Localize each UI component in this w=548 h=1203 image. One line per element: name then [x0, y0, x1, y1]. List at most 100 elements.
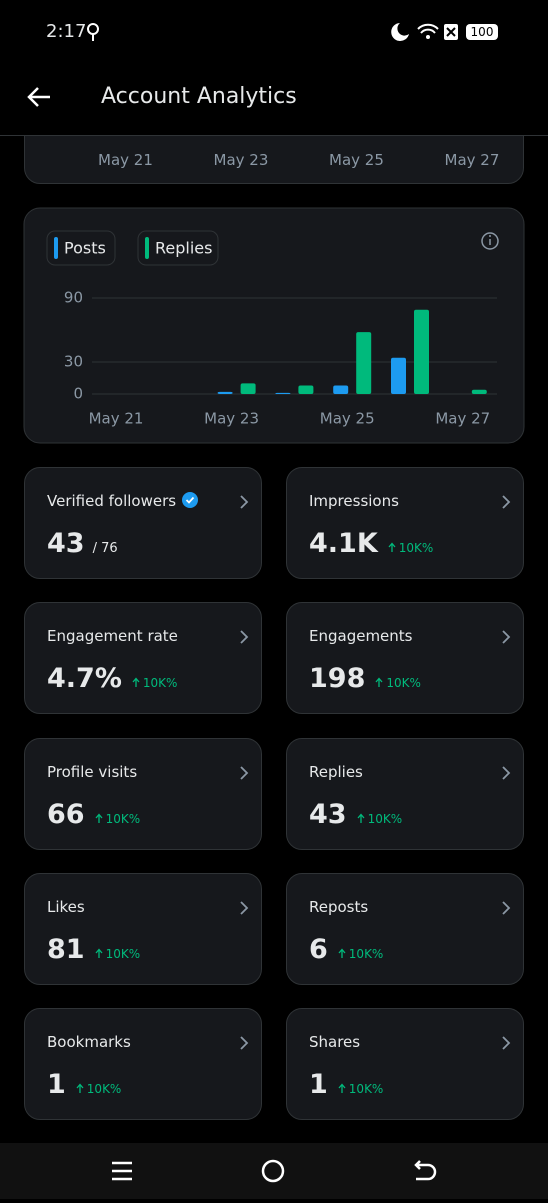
badge-circle: [182, 492, 199, 508]
back-button[interactable]: [26, 85, 54, 109]
metric-card[interactable]: Replies 43 10K%: [286, 737, 524, 850]
chevron-path: [502, 1036, 511, 1050]
metric-card[interactable]: Verified followers 43 / 76: [24, 467, 262, 579]
metric-value: 1 10K%: [309, 1069, 383, 1100]
metric-change: 10K%: [375, 676, 421, 690]
metric-card[interactable]: Engagements 198 10K%: [286, 602, 524, 715]
bar: [240, 383, 256, 394]
metric-card[interactable]: Reposts 6 10K%: [286, 872, 524, 985]
up-arrow: [95, 948, 103, 958]
status-icon: [87, 23, 99, 41]
up-arrow: [132, 677, 140, 688]
metric-change: 10K%: [95, 811, 141, 826]
legend-label: Replies: [155, 239, 212, 258]
metric-card[interactable]: Likes 81 10K%: [24, 872, 262, 985]
bar: [298, 385, 314, 394]
metric-label: Replies: [309, 763, 363, 781]
metric-change: 10K%: [357, 811, 403, 826]
chevron: [502, 495, 511, 509]
up-arrow-path: [388, 542, 396, 552]
chevron: [240, 1036, 249, 1050]
metric-value: 66 10K%: [47, 799, 140, 830]
battery: 100: [466, 24, 498, 40]
up-arrow-path: [95, 948, 103, 958]
bar: [414, 309, 429, 394]
metric-value-text: 43: [47, 528, 85, 559]
metric-label: Likes: [47, 898, 85, 916]
metric-change-text: 10K%: [105, 811, 141, 826]
metric-change: 10K%: [132, 676, 178, 691]
up-arrow: [338, 1083, 346, 1094]
metric-label-text: Reposts: [309, 897, 369, 916]
info-icon[interactable]: [481, 232, 499, 250]
up-arrow: [375, 677, 383, 688]
metric-card[interactable]: Bookmarks 1 10K%: [24, 1008, 262, 1121]
metric-label-text: Bookmarks: [47, 1033, 131, 1052]
metric-card[interactable]: Profile visits 66 10K%: [24, 737, 262, 850]
bar: [356, 332, 372, 394]
chevron-path: [240, 901, 249, 915]
metric-value-text: 66: [47, 798, 85, 830]
metric-value: 1 10K%: [47, 1069, 121, 1100]
chevron-path: [240, 630, 249, 644]
metric-value-text: 43: [309, 798, 347, 830]
chart-area: Posts Replies 0 30 90 May 21 May 23 May 25 May 2…: [23, 207, 525, 444]
up-arrow: [338, 948, 346, 958]
metric-value-text: 1: [47, 1069, 66, 1101]
metric-card[interactable]: Impressions 4.1K 10K%: [286, 467, 524, 579]
verified-badge: [182, 492, 199, 508]
x-tick-label: May 27: [444, 151, 500, 169]
legend-item[interactable]: [46, 230, 116, 266]
metric-label: Engagements: [309, 627, 413, 645]
up-arrow-path: [338, 948, 346, 958]
metric-label-text: Likes: [47, 897, 85, 916]
header: 2:17 100 Account Analytics: [0, 0, 548, 136]
metric-change-text: 10K%: [367, 811, 403, 826]
nav-home[interactable]: [261, 1159, 285, 1183]
metric-card[interactable]: Shares 1 10K%: [286, 1008, 524, 1121]
y-tick-label: 30: [64, 353, 83, 371]
chevron-path: [502, 630, 511, 644]
chevron: [502, 1036, 511, 1050]
nav-menu[interactable]: [112, 1161, 132, 1181]
chevron-path: [502, 901, 511, 915]
metric-value: 81 10K%: [47, 934, 140, 965]
metric-value: 4.1K 10K%: [309, 528, 433, 559]
metric-change-text: 10K%: [142, 676, 178, 691]
x-tick-label: May 21: [89, 410, 144, 428]
legend-swatch: [54, 237, 58, 259]
up-arrow: [357, 813, 365, 823]
x-tick-label: May 23: [204, 410, 259, 428]
metric-label-text: Verified followers: [47, 492, 177, 510]
nav-back[interactable]: [414, 1160, 437, 1181]
metric-label: Profile visits: [47, 763, 137, 781]
y-tick-label: 90: [64, 289, 83, 307]
legend-swatch: [145, 237, 149, 259]
metric-card[interactable]: Engagement rate 4.7% 10K%: [24, 602, 262, 715]
metric-value: 43 / 76: [47, 528, 118, 559]
x-tick-label: May 27: [435, 410, 490, 428]
chevron: [502, 765, 511, 780]
chevron-path: [502, 495, 511, 509]
metric-change: 10K%: [338, 946, 384, 961]
up-arrow: [76, 1083, 84, 1094]
badge-check: [185, 496, 195, 504]
up-arrow-path: [76, 1083, 84, 1094]
metric-label-text: Replies: [309, 762, 363, 781]
bar: [471, 389, 487, 394]
x-tick-label: May 21: [98, 151, 153, 169]
metric-value-text: 198: [309, 663, 366, 695]
metric-value: 198 10K%: [309, 663, 421, 694]
metric-change-text: 10K%: [86, 1082, 122, 1097]
metric-change-text: 10K%: [348, 946, 384, 961]
up-arrow-path: [375, 677, 383, 688]
metric-change: 10K%: [76, 1082, 122, 1097]
metric-label-text: Profile visits: [47, 762, 138, 781]
nav-bar: [0, 1143, 548, 1199]
up-arrow: [388, 542, 396, 552]
legend-item[interactable]: [137, 230, 219, 266]
metric-label-text: Engagements: [309, 627, 413, 646]
info-icon-dot: [489, 235, 491, 237]
chevron: [240, 901, 249, 915]
